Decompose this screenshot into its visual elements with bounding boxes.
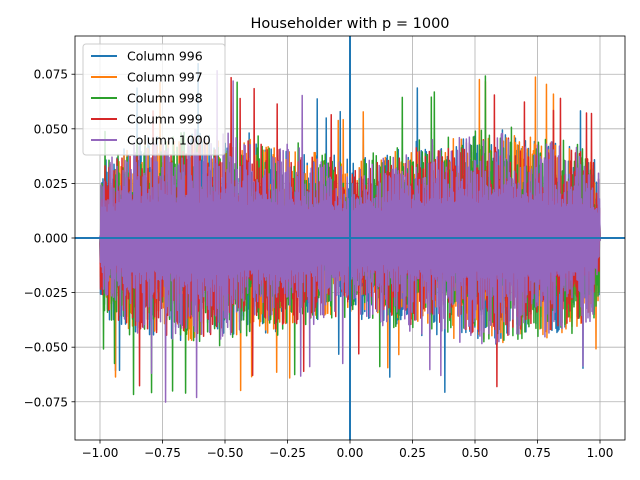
y-tick-label: 0.000 bbox=[34, 232, 68, 246]
chart-title: Householder with p = 1000 bbox=[250, 16, 449, 32]
y-tick-label: −0.075 bbox=[24, 395, 68, 409]
x-tick-label: 0.50 bbox=[462, 446, 489, 460]
legend-label: Column 1000 bbox=[127, 133, 211, 148]
y-tick-label: 0.075 bbox=[34, 68, 68, 82]
x-tick-label: −0.25 bbox=[269, 446, 306, 460]
y-tick-label: −0.025 bbox=[24, 286, 68, 300]
y-tick-label: 0.050 bbox=[34, 122, 68, 136]
y-tick-label: 0.025 bbox=[34, 177, 68, 191]
x-tick-label: −0.75 bbox=[144, 446, 181, 460]
x-tick-label: 0.75 bbox=[524, 446, 551, 460]
x-tick-label: −1.00 bbox=[82, 446, 119, 460]
legend-label: Column 998 bbox=[127, 91, 203, 106]
x-tick-label: 0.25 bbox=[399, 446, 426, 460]
x-tick-label: 1.00 bbox=[587, 446, 614, 460]
legend-label: Column 999 bbox=[127, 112, 203, 127]
legend: Column 996 Column 997 Column 998 Column 999… bbox=[82, 43, 226, 156]
legend-label: Column 997 bbox=[127, 70, 203, 85]
y-tick-label: −0.050 bbox=[24, 341, 68, 355]
x-tick-label: −0.50 bbox=[207, 446, 244, 460]
x-tick-label: 0.00 bbox=[337, 446, 364, 460]
legend-box bbox=[82, 43, 226, 156]
legend-label: Column 996 bbox=[127, 49, 203, 64]
